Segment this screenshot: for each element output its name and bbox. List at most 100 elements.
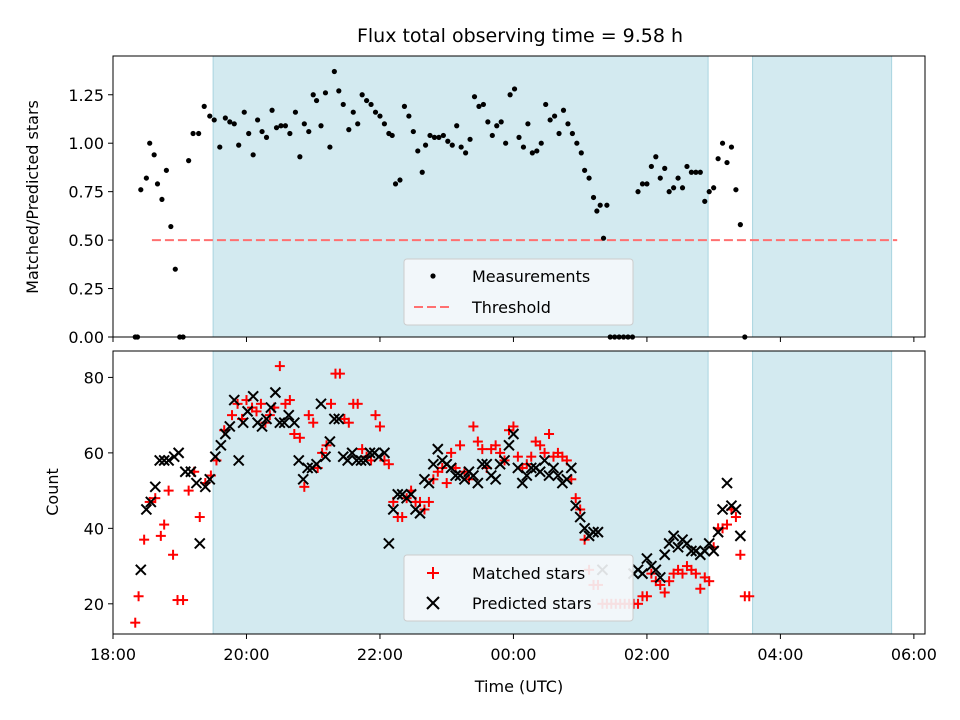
measurement-point <box>547 117 553 123</box>
measurement-point <box>355 121 361 127</box>
matched-star-point <box>455 440 466 451</box>
measurement-point <box>186 158 192 164</box>
measurement-point <box>657 175 663 181</box>
measurement-point <box>556 130 562 137</box>
measurement-point <box>675 175 681 181</box>
measurement-point <box>143 175 149 181</box>
predicted-star-point <box>199 481 212 493</box>
predicted-star-point <box>707 545 720 557</box>
predicted-star-point <box>237 416 249 429</box>
matched-star-point <box>370 410 381 421</box>
matched-star-point <box>299 481 310 492</box>
predicted-stars-points <box>135 386 747 584</box>
predicted-star-point <box>472 477 484 489</box>
measurement-point <box>569 130 575 137</box>
predicted-star-point <box>712 526 724 538</box>
matched-star-point <box>641 591 652 602</box>
predicted-star-point <box>265 401 277 414</box>
bottom-y-axis-label: Count <box>43 468 62 516</box>
predicted-star-point <box>341 454 354 467</box>
matched-star-point <box>735 549 746 560</box>
measurement-point <box>246 130 252 137</box>
predicted-star-point <box>650 564 662 576</box>
measurement-point <box>653 154 659 160</box>
matched-star-point <box>159 519 170 530</box>
predicted-star-point <box>158 454 170 467</box>
predicted-star-point <box>241 405 254 418</box>
measurement-point <box>222 115 228 121</box>
measurement-point <box>586 175 592 181</box>
bottom-y-tick-label: 80 <box>84 368 104 387</box>
predicted-star-point <box>574 511 586 523</box>
top-y-tick-label: 0.25 <box>68 280 104 299</box>
predicted-star-point <box>373 450 385 463</box>
measurement-point <box>273 125 280 131</box>
bottom-y-tick-label: 40 <box>84 519 104 538</box>
predicted-star-point <box>476 458 489 470</box>
measurement-point <box>151 152 157 158</box>
legend-predicted-label: Predicted stars <box>472 594 592 613</box>
x-tick-label: 02:00 <box>624 645 670 664</box>
measurement-point <box>494 123 500 129</box>
matched-star-point <box>397 512 408 523</box>
measurement-point <box>498 119 504 125</box>
top-y-tick-label: 0.50 <box>68 231 104 250</box>
predicted-star-point <box>228 394 240 406</box>
matched-star-point <box>423 496 434 507</box>
predicted-star-point <box>716 503 729 516</box>
measurement-point <box>724 159 730 166</box>
predicted-star-point <box>427 458 440 470</box>
predicted-star-point <box>387 503 400 516</box>
measurement-point <box>322 90 329 96</box>
measurement-point <box>301 121 307 127</box>
predicted-star-point <box>378 447 391 459</box>
predicted-star-point <box>414 507 426 519</box>
predicted-star-point <box>543 469 555 482</box>
matched-star-point <box>441 478 452 489</box>
measurement-point <box>318 123 324 129</box>
x-tick-label: 18:00 <box>90 645 136 664</box>
measurement-point <box>372 109 379 115</box>
predicted-star-point <box>481 458 493 470</box>
measurement-point <box>172 266 178 272</box>
predicted-star-point <box>703 537 715 550</box>
measurement-point <box>471 94 478 100</box>
x-tick-label: 00:00 <box>490 645 536 664</box>
measurement-point <box>346 127 352 133</box>
predicted-star-point <box>219 428 232 440</box>
predicted-star-point <box>730 503 742 516</box>
measurement-point <box>565 121 571 127</box>
measurement-point <box>648 163 654 170</box>
measurement-point <box>227 119 233 125</box>
predicted-star-point <box>507 428 520 440</box>
matched-star-point <box>664 576 675 587</box>
measurement-point <box>389 132 395 139</box>
x-tick-label: 22:00 <box>357 645 403 664</box>
matched-star-point <box>343 417 354 428</box>
measurement-point <box>534 148 540 154</box>
predicted-star-point <box>185 466 197 478</box>
predicted-star-point <box>364 447 376 459</box>
measurement-point <box>350 109 356 115</box>
measurement-point <box>138 187 144 193</box>
measurement-point <box>297 154 303 160</box>
predicted-star-point <box>570 499 582 512</box>
measurement-point <box>706 189 712 195</box>
matched-star-point <box>704 576 715 587</box>
predicted-star-point <box>269 386 282 399</box>
matched-star-point <box>512 451 523 462</box>
matched-star-point <box>695 583 706 594</box>
measurement-point <box>578 150 584 156</box>
measurement-point <box>560 107 567 113</box>
predicted-star-point <box>190 477 203 489</box>
matched-star-point <box>690 568 701 579</box>
predicted-star-point <box>301 462 314 474</box>
matched-star-point <box>183 485 194 496</box>
measurement-point <box>269 107 275 113</box>
legend-measurements-marker <box>430 273 436 279</box>
matched-star-point <box>139 534 150 545</box>
measurement-point <box>306 128 312 135</box>
matched-star-point <box>334 368 345 379</box>
measurement-point <box>427 132 433 139</box>
bottom-axes-frame <box>112 350 926 635</box>
